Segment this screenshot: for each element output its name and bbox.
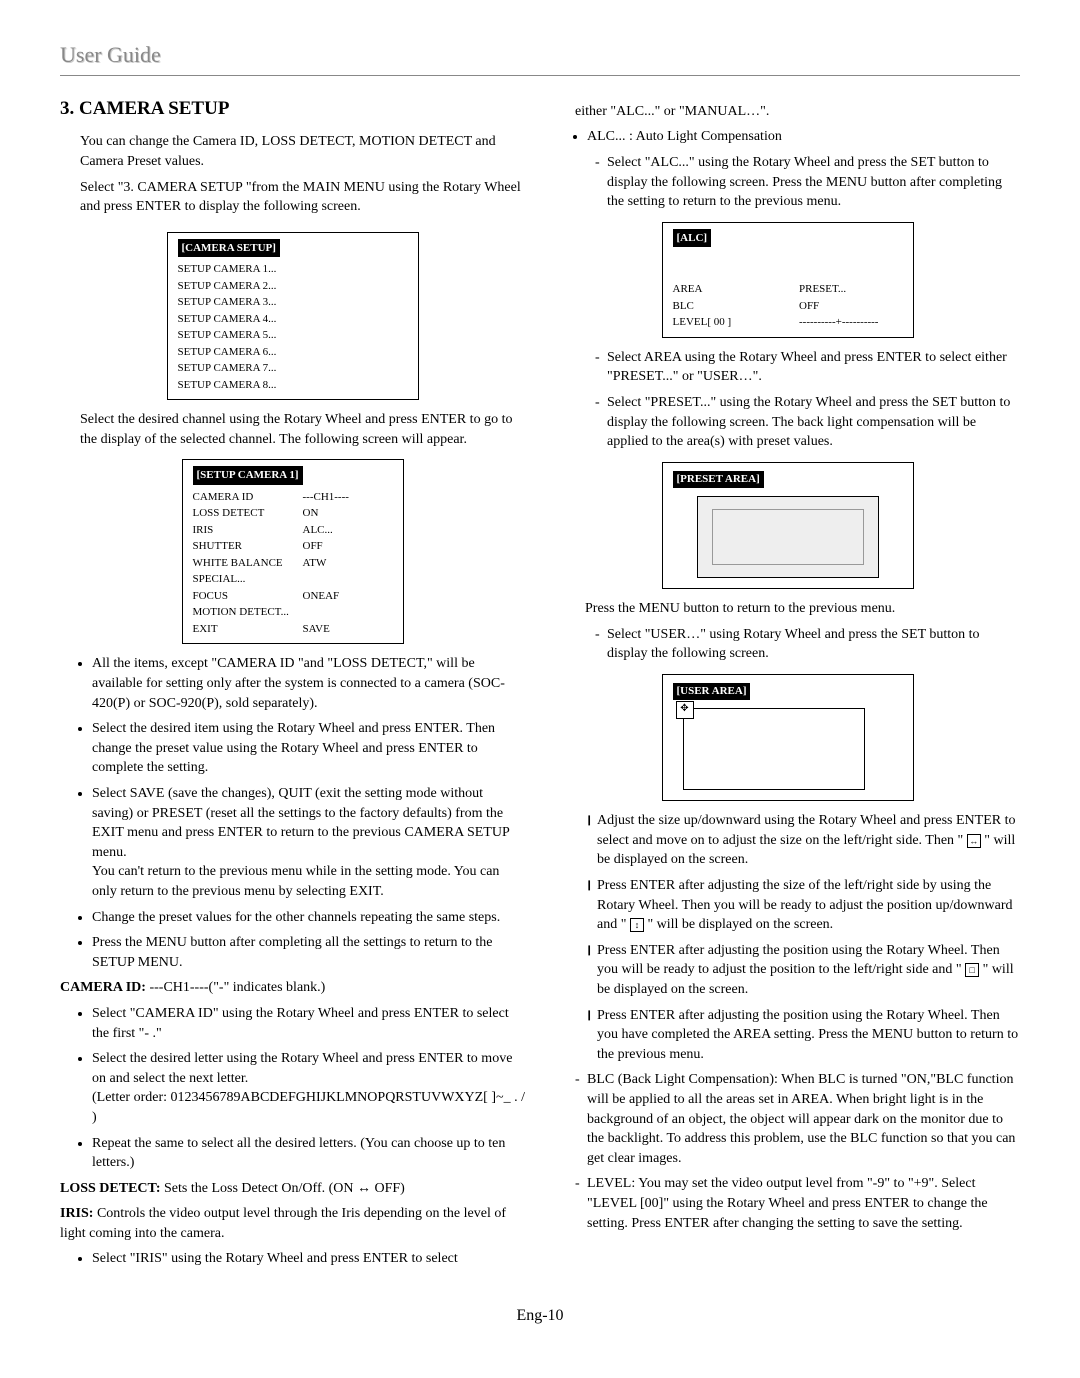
iris-text: Controls the video output level through … xyxy=(60,1206,506,1241)
right-column: either "ALC..." or "MANUAL…". ALC... : A… xyxy=(555,96,1020,1275)
ilist-item: Press ENTER after adjusting the size of … xyxy=(585,876,1020,935)
camera-setup-menu-title: [CAMERA SETUP] xyxy=(178,239,280,258)
menu-val xyxy=(303,604,393,621)
dash-item: Select "ALC..." using the Rotary Wheel a… xyxy=(595,153,1020,212)
menu-val: ON xyxy=(303,505,393,522)
bullet-item: Select the desired letter using the Rota… xyxy=(92,1049,525,1127)
menu-key: BLC xyxy=(673,298,800,315)
iris-bullets: Select "IRIS" using the Rotary Wheel and… xyxy=(60,1249,525,1269)
user-area-cursor-icon: ✥ xyxy=(676,701,694,719)
menu-key: LOSS DETECT xyxy=(193,505,303,522)
user-area-title: [USER AREA] xyxy=(673,683,751,700)
loss-detect-label: LOSS DETECT: xyxy=(60,1181,161,1196)
setup-camera1-menu: [SETUP CAMERA 1] CAMERA ID---CH1---- LOS… xyxy=(182,459,404,644)
menu-val: OFF xyxy=(303,538,393,555)
menu-item: SETUP CAMERA 2... xyxy=(178,278,408,295)
user-ilist: Adjust the size up/downward using the Ro… xyxy=(555,811,1020,1064)
camera-id-bullets: Select "CAMERA ID" using the Rotary Whee… xyxy=(60,1004,525,1173)
user-area-inner: ✥ xyxy=(683,708,865,790)
resize-icon: ↕ xyxy=(630,918,644,932)
left-column: 3. CAMERA SETUP You can change the Camer… xyxy=(60,96,525,1275)
alc-menu: [ALC] AREAPRESET... BLCOFF LEVEL[ 00 ]--… xyxy=(662,222,914,338)
bullet-item: Select "CAMERA ID" using the Rotary Whee… xyxy=(92,1004,525,1043)
ilist-item: Press ENTER after adjusting the position… xyxy=(585,941,1020,1000)
menu-val: PRESET... xyxy=(799,281,903,298)
dash-item: BLC (Back Light Compensation): When BLC … xyxy=(575,1070,1020,1168)
menu-val: OFF xyxy=(799,298,903,315)
between-p1: Select the desired channel using the Rot… xyxy=(80,410,525,449)
resize-icon: □ xyxy=(965,963,979,977)
dash-item: Select AREA using the Rotary Wheel and p… xyxy=(595,348,1020,387)
menu-val: SAVE xyxy=(303,621,393,638)
camera-id-val: ---CH1----("-" indicates blank.) xyxy=(146,980,325,995)
menu-key: LEVEL[ 00 ] xyxy=(673,314,800,331)
header-title: User Guide xyxy=(60,40,1020,76)
loss-detect-text: Sets the Loss Detect On/Off. (ON ↔ OFF) xyxy=(161,1181,405,1196)
preset-area-title: [PRESET AREA] xyxy=(673,471,764,488)
bullet-item: Select "IRIS" using the Rotary Wheel and… xyxy=(92,1249,525,1269)
menu-key: EXIT xyxy=(193,621,303,638)
menu-key: MOTION DETECT... xyxy=(193,604,303,621)
alc-bullet-list: ALC... : Auto Light Compensation xyxy=(555,127,1020,147)
iris-label: IRIS: xyxy=(60,1206,93,1221)
dash-item: LEVEL: You may set the video output leve… xyxy=(575,1174,1020,1233)
preset-area-box: [PRESET AREA] xyxy=(662,462,914,589)
page-number: Eng-10 xyxy=(60,1305,1020,1327)
alc-bullet: ALC... : Auto Light Compensation xyxy=(587,127,1020,147)
user-area-box: [USER AREA] ✥ xyxy=(662,674,914,801)
menu-item: SETUP CAMERA 1... xyxy=(178,261,408,278)
menu-val: ----------+---------- xyxy=(799,314,903,331)
blc-level-dashes: BLC (Back Light Compensation): When BLC … xyxy=(555,1070,1020,1233)
bullet-item: Select the desired item using the Rotary… xyxy=(92,719,525,778)
ilist-item: Press ENTER after adjusting the position… xyxy=(585,1006,1020,1065)
menu-item: SETUP CAMERA 8... xyxy=(178,377,408,394)
alc-dashes2: Select AREA using the Rotary Wheel and p… xyxy=(555,348,1020,452)
menu-item: SETUP CAMERA 4... xyxy=(178,311,408,328)
preset-area-inner xyxy=(697,496,879,578)
dash-item: Select "PRESET..." using the Rotary Whee… xyxy=(595,393,1020,452)
bullet-item: Repeat the same to select all the desire… xyxy=(92,1134,525,1173)
menu-val: ONEAF xyxy=(303,588,393,605)
menu-key: CAMERA ID xyxy=(193,489,303,506)
resize-icon: ↔ xyxy=(967,834,981,848)
intro-p1: You can change the Camera ID, LOSS DETEC… xyxy=(80,132,525,171)
menu-key: WHITE BALANCE xyxy=(193,555,303,572)
main-bullets: All the items, except "CAMERA ID "and "L… xyxy=(60,654,525,972)
user-dash: Select "USER…" using Rotary Wheel and pr… xyxy=(555,625,1020,664)
bullet-item: All the items, except "CAMERA ID "and "L… xyxy=(92,654,525,713)
menu-item: SETUP CAMERA 3... xyxy=(178,294,408,311)
menu-key: SHUTTER xyxy=(193,538,303,555)
menu-key: SPECIAL... xyxy=(193,571,303,588)
col2-line1: either "ALC..." or "MANUAL…". xyxy=(575,102,1020,122)
menu-item: SETUP CAMERA 5... xyxy=(178,327,408,344)
dash-item: Select "USER…" using Rotary Wheel and pr… xyxy=(595,625,1020,664)
bullet-item: Press the MENU button after completing a… xyxy=(92,933,525,972)
bullet-item: Change the preset values for the other c… xyxy=(92,908,525,928)
menu-key: AREA xyxy=(673,281,800,298)
menu-val: ATW xyxy=(303,555,393,572)
camera-setup-menu: [CAMERA SETUP] SETUP CAMERA 1... SETUP C… xyxy=(167,232,419,401)
menu-val: ---CH1---- xyxy=(303,489,393,506)
menu-item: SETUP CAMERA 7... xyxy=(178,360,408,377)
press-menu-prev: Press the MENU button to return to the p… xyxy=(585,599,1020,619)
bullet-item: Select SAVE (save the changes), QUIT (ex… xyxy=(92,784,525,902)
camera-id-label: CAMERA ID: xyxy=(60,980,146,995)
menu-key: FOCUS xyxy=(193,588,303,605)
alc-dash1: Select "ALC..." using the Rotary Wheel a… xyxy=(555,153,1020,212)
ilist-item: Adjust the size up/downward using the Ro… xyxy=(585,811,1020,870)
intro-p2: Select "3. CAMERA SETUP "from the MAIN M… xyxy=(80,178,525,217)
section-title: 3. CAMERA SETUP xyxy=(60,96,525,123)
menu-key: IRIS xyxy=(193,522,303,539)
menu-val xyxy=(303,571,393,588)
menu-item: SETUP CAMERA 6... xyxy=(178,344,408,361)
menu-val: ALC... xyxy=(303,522,393,539)
alc-menu-title: [ALC] xyxy=(673,229,712,248)
setup-camera1-menu-title: [SETUP CAMERA 1] xyxy=(193,466,303,485)
